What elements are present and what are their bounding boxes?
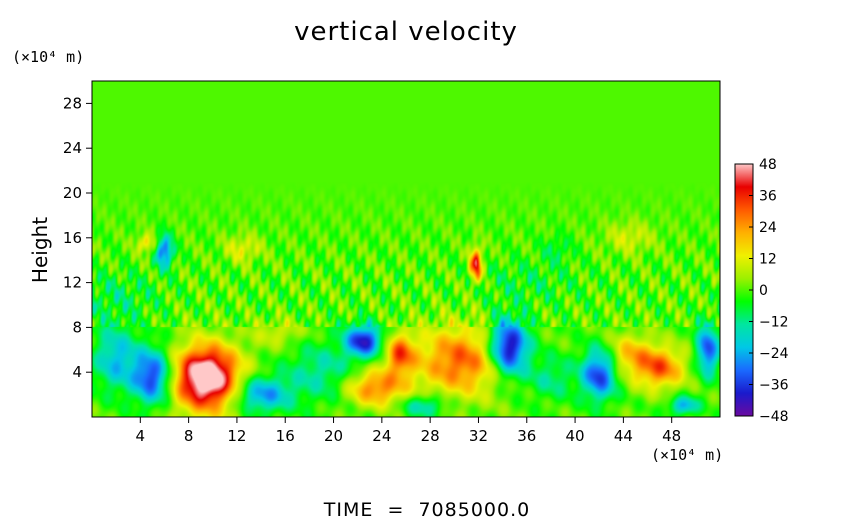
x-tick-label: 28 bbox=[421, 427, 440, 445]
x-tick-label: 20 bbox=[324, 427, 343, 445]
colorbar-tick-label: 48 bbox=[759, 157, 777, 173]
colorbar-tick-label: −24 bbox=[759, 346, 789, 362]
y-tick-label: 12 bbox=[63, 274, 82, 292]
x-unit-label: (×10⁴ m) bbox=[651, 446, 723, 464]
x-tick-label: 8 bbox=[184, 427, 194, 445]
colorbar-tick-label: 0 bbox=[759, 283, 768, 299]
x-tick-label: 36 bbox=[517, 427, 536, 445]
colorbar-tick-label: −12 bbox=[759, 315, 789, 331]
x-tick-label: 32 bbox=[469, 427, 488, 445]
colorbar-tick-label: −48 bbox=[759, 409, 789, 425]
x-tick-label: 12 bbox=[227, 427, 246, 445]
y-tick-label: 16 bbox=[63, 229, 82, 247]
x-axis: 4 8 12 16 20 24 28 32 36 40 44 48 bbox=[136, 417, 681, 445]
x-tick-label: 24 bbox=[372, 427, 391, 445]
y-unit-label: (×10⁴ m) bbox=[12, 48, 84, 66]
x-tick-label: 16 bbox=[276, 427, 295, 445]
x-tick-label: 40 bbox=[566, 427, 585, 445]
colorbar-tick-label: 12 bbox=[759, 252, 777, 268]
y-tick-label: 24 bbox=[63, 139, 82, 157]
x-tick-label: 4 bbox=[136, 427, 146, 445]
colorbar-tick-label: −36 bbox=[759, 378, 789, 394]
colorbar-tick-label: 24 bbox=[759, 220, 777, 236]
y-tick-label: 8 bbox=[72, 318, 82, 336]
time-readout: TIME = 7085000.0 bbox=[323, 499, 530, 519]
y-tick-label: 4 bbox=[72, 363, 82, 381]
velocity-field bbox=[92, 81, 720, 417]
colorbar: 48 36 24 12 0 −12 −24 −36 −48 bbox=[734, 157, 789, 425]
y-axis: 4 8 12 16 20 24 28 bbox=[63, 94, 92, 381]
y-axis-label: Height bbox=[28, 217, 52, 283]
colorbar-tick-label: 36 bbox=[759, 189, 777, 205]
y-tick-label: 28 bbox=[63, 94, 82, 112]
plot-frame bbox=[91, 80, 721, 418]
x-tick-label: 48 bbox=[662, 427, 681, 445]
y-tick-label: 20 bbox=[63, 184, 82, 202]
x-tick-label: 44 bbox=[614, 427, 633, 445]
chart-title: vertical velocity bbox=[294, 17, 518, 47]
